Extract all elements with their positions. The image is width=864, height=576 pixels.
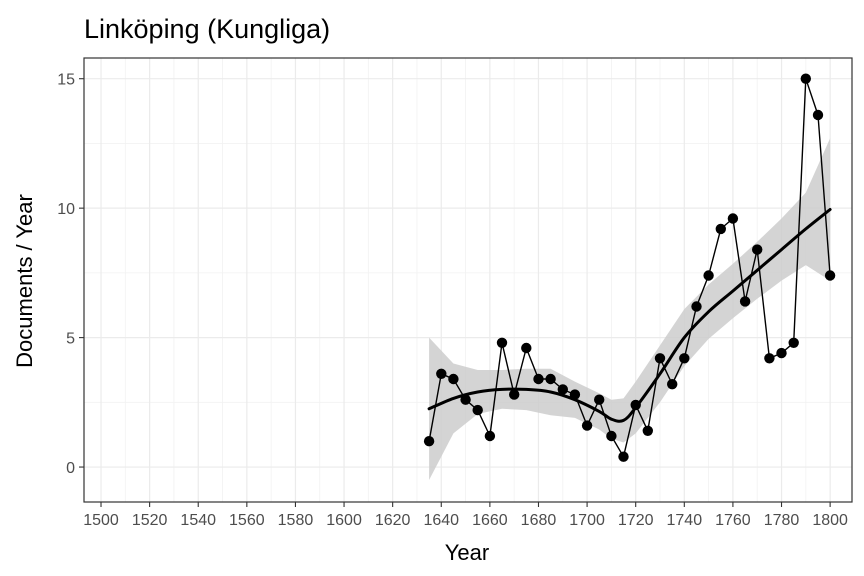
- data-point: [727, 213, 739, 224]
- data-point: [569, 389, 581, 400]
- chart-title: Linköping (Kungliga): [84, 14, 330, 44]
- data-point: [533, 373, 544, 385]
- data-point: [509, 389, 520, 400]
- data-point: [642, 425, 653, 436]
- data-point: [594, 394, 605, 405]
- data-point: [654, 353, 666, 364]
- x-tick-label: 1640: [423, 512, 459, 529]
- data-point: [739, 296, 751, 307]
- data-point: [630, 399, 641, 411]
- data-point: [679, 353, 690, 364]
- x-tick-label: 1720: [618, 512, 654, 529]
- data-point: [436, 368, 447, 379]
- data-point: [521, 342, 532, 354]
- y-tick-label: 15: [57, 72, 75, 89]
- smooth-trend-line: [427, 208, 832, 423]
- x-tick-label: 1700: [569, 512, 605, 529]
- x-tick-label: 1660: [472, 512, 508, 529]
- data-point: [800, 73, 811, 84]
- data-point: [472, 404, 483, 416]
- data-point: [824, 270, 836, 281]
- data-point: [764, 353, 775, 364]
- data-point: [812, 109, 824, 121]
- y-axis-title: Documents / Year: [12, 194, 37, 368]
- data-point: [752, 244, 763, 255]
- data-point: [703, 270, 714, 281]
- x-tick-label: 1740: [667, 512, 703, 529]
- data-point: [618, 451, 629, 462]
- y-tick-label: 10: [57, 201, 75, 218]
- x-tick-label: 1800: [812, 512, 848, 529]
- x-tick-label: 1680: [521, 512, 557, 529]
- data-point-layer: [423, 73, 836, 462]
- y-tick-label: 5: [66, 331, 75, 348]
- y-tick-label: 0: [66, 460, 75, 477]
- smooth-line-layer: [427, 208, 832, 423]
- data-point: [460, 394, 471, 405]
- data-point: [496, 337, 508, 348]
- data-point: [776, 347, 787, 359]
- x-axis: 1500 1520 1540 1560 1580 1600 1620 1640 1660 1680…: [83, 502, 848, 529]
- x-tick-label: 1600: [326, 512, 362, 529]
- x-tick-label: 1780: [764, 512, 800, 529]
- x-tick-label: 1760: [715, 512, 751, 529]
- x-axis-title: Year: [445, 540, 489, 565]
- data-point: [545, 373, 556, 385]
- confidence-band: [429, 138, 831, 481]
- x-tick-label: 1500: [83, 512, 119, 529]
- data-point: [423, 436, 435, 447]
- data-point: [667, 379, 678, 390]
- x-tick-label: 1520: [132, 512, 168, 529]
- data-point: [484, 430, 496, 442]
- data-point: [448, 373, 459, 385]
- data-point: [715, 223, 726, 235]
- data-point: [606, 430, 617, 442]
- y-axis: 0 5 10 15: [57, 72, 84, 477]
- data-point: [557, 384, 568, 395]
- data-point: [581, 420, 593, 431]
- x-tick-label: 1580: [278, 512, 314, 529]
- x-tick-label: 1560: [229, 512, 265, 529]
- panel-border: [83, 57, 853, 503]
- data-point: [691, 301, 702, 312]
- confidence-band-layer: [429, 138, 831, 481]
- data-point: [788, 337, 799, 348]
- x-tick-label: 1620: [375, 512, 411, 529]
- x-tick-label: 1540: [180, 512, 216, 529]
